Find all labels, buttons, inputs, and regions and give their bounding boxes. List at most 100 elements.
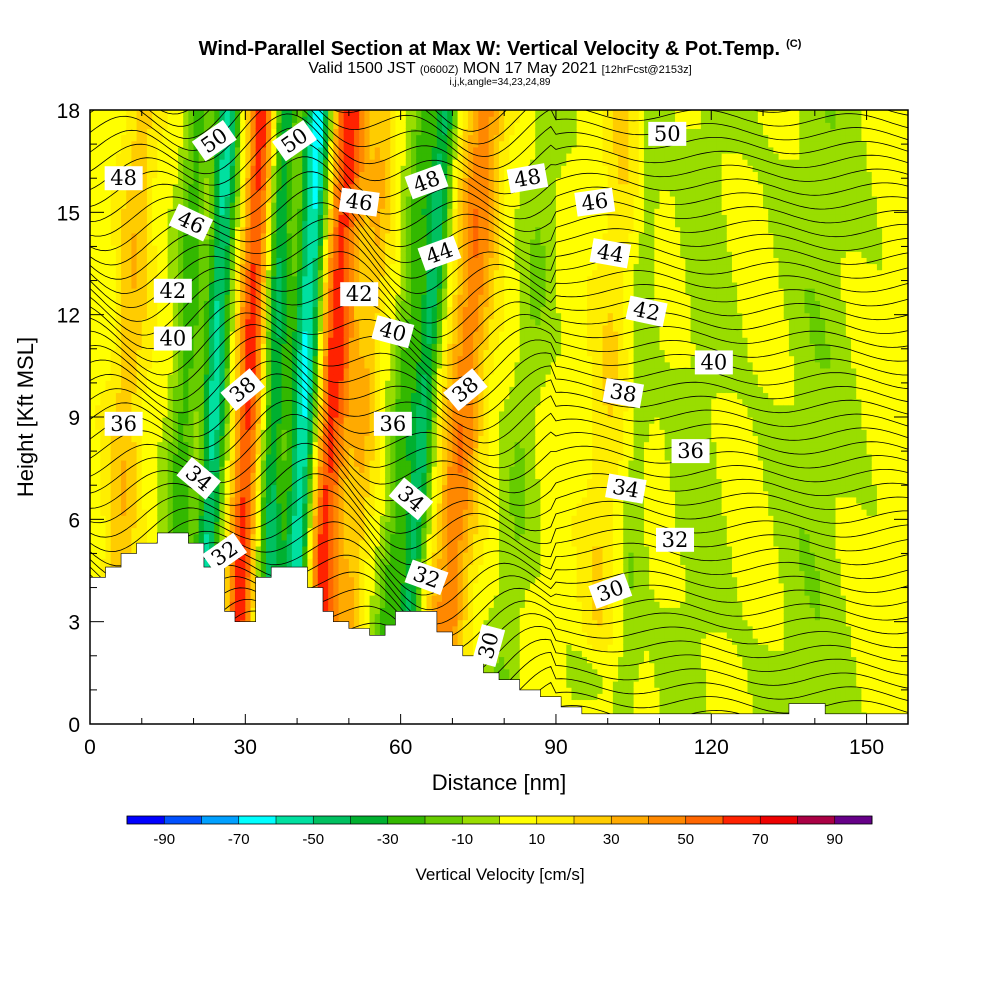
field-cell <box>106 239 112 246</box>
field-cell <box>292 466 298 473</box>
field-cell <box>199 319 205 326</box>
field-cell <box>271 202 277 209</box>
field-cell <box>199 528 205 535</box>
field-cell <box>276 423 282 430</box>
field-cell <box>323 264 329 271</box>
field-cell <box>302 503 308 510</box>
field-cell <box>323 534 329 541</box>
field-cell <box>111 270 117 277</box>
field-cell <box>245 491 251 498</box>
field-cell <box>261 423 267 430</box>
field-cell <box>230 485 236 492</box>
field-cell <box>271 239 277 246</box>
field-cell <box>162 233 168 240</box>
field-cell <box>261 417 267 424</box>
field-cell <box>235 208 241 215</box>
field-cell <box>116 368 122 375</box>
field-cell <box>261 153 267 160</box>
field-cell <box>297 558 303 565</box>
field-cell <box>235 159 241 166</box>
field-cell <box>307 399 313 406</box>
field-cell <box>147 343 153 350</box>
field-cell <box>307 478 313 485</box>
field-cell <box>168 478 174 485</box>
field-cell <box>147 497 153 504</box>
field-cell <box>194 534 200 541</box>
field-cell <box>313 251 319 258</box>
field-cell <box>194 337 200 344</box>
field-cell <box>209 343 215 350</box>
field-cell <box>131 534 137 541</box>
field-cell <box>240 466 246 473</box>
field-cell <box>302 251 308 258</box>
field-cell <box>90 497 96 504</box>
field-cell <box>204 392 210 399</box>
field-cell <box>276 178 282 185</box>
field-cell <box>276 214 282 221</box>
field-cell <box>256 245 262 252</box>
field-cell <box>178 264 184 271</box>
field-cell <box>168 521 174 528</box>
field-cell <box>152 257 158 264</box>
field-cell <box>178 356 184 363</box>
field-cell <box>219 405 225 412</box>
field-cell <box>106 540 112 547</box>
field-cell <box>131 472 137 479</box>
field-cell <box>235 337 241 344</box>
field-cell <box>204 454 210 461</box>
field-cell <box>204 534 210 541</box>
field-cell <box>100 221 106 228</box>
field-cell <box>95 540 101 547</box>
field-cell <box>240 423 246 430</box>
field-cell <box>178 306 184 313</box>
field-cell <box>250 251 256 258</box>
field-cell <box>307 362 313 369</box>
field-cell <box>256 282 262 289</box>
field-cell <box>256 540 262 547</box>
field-cell <box>282 251 288 258</box>
field-cell <box>225 313 231 320</box>
field-cell <box>323 214 329 221</box>
field-cell <box>313 478 319 485</box>
field-cell <box>292 276 298 283</box>
field-cell <box>256 227 262 234</box>
field-cell <box>287 257 293 264</box>
field-cell <box>157 214 163 221</box>
field-cell <box>126 128 132 135</box>
field-cell <box>168 313 174 320</box>
field-cell <box>225 472 231 479</box>
field-cell <box>121 116 127 123</box>
field-cell <box>292 534 298 541</box>
field-cell <box>152 245 158 252</box>
field-cell <box>240 202 246 209</box>
field-cell <box>245 202 251 209</box>
field-cell <box>240 135 246 142</box>
field-cell <box>302 313 308 320</box>
field-cell <box>100 202 106 209</box>
field-cell <box>240 343 246 350</box>
field-cell <box>318 552 324 559</box>
field-cell <box>188 521 194 528</box>
field-cell <box>307 405 313 412</box>
field-cell <box>178 171 184 178</box>
field-cell <box>214 429 220 436</box>
field-cell <box>100 515 106 522</box>
field-cell <box>323 552 329 559</box>
field-cell <box>194 165 200 172</box>
field-cell <box>276 171 282 178</box>
field-cell <box>297 528 303 535</box>
field-cell <box>307 270 313 277</box>
field-cell <box>256 534 262 541</box>
field-cell <box>173 399 179 406</box>
field-cell <box>240 306 246 313</box>
field-cell <box>209 534 215 541</box>
field-cell <box>100 227 106 234</box>
field-cell <box>235 435 241 442</box>
field-cell <box>168 202 174 209</box>
field-cell <box>256 208 262 215</box>
field-cell <box>297 233 303 240</box>
field-cell <box>250 454 256 461</box>
field-cell <box>147 515 153 522</box>
field-cell <box>157 429 163 436</box>
field-cell <box>162 362 168 369</box>
